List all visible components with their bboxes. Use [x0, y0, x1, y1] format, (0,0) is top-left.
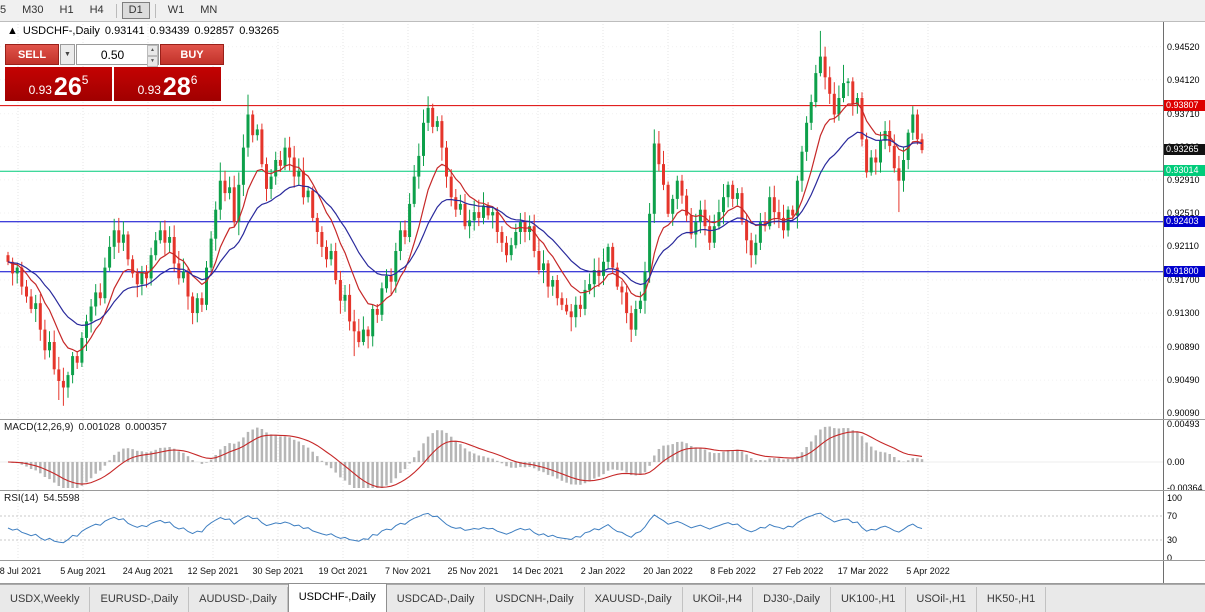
price-axis: 0.945200.941200.937100.933100.929100.925… [1163, 21, 1205, 583]
level-price-badge: 0.93807 [1164, 100, 1205, 111]
rsi-axis-label: 30 [1167, 535, 1178, 545]
symbol-label: USDCHF-,Daily [22, 25, 100, 37]
price-tick-label: 0.92110 [1167, 241, 1199, 251]
timeframe-button-h1[interactable]: H1 [53, 2, 81, 19]
macd-axis-label: 0.00 [1167, 457, 1185, 467]
buy-price-prefix: 0.93 [137, 83, 161, 97]
date-label: 24 Aug 2021 [122, 566, 174, 576]
date-label: 5 Aug 2021 [60, 566, 106, 576]
buy-price-big-digits: 28 [162, 73, 191, 101]
date-label: 25 Nov 2021 [447, 566, 499, 576]
buy-button[interactable]: BUY [160, 44, 224, 65]
open-value: 0.93141 [104, 25, 145, 37]
rsi-header: RSI(14) 54.5598 [4, 493, 85, 504]
level-price-badge: 0.93014 [1164, 165, 1205, 176]
price-tick-label: 0.94520 [1167, 42, 1200, 52]
timeframe-button-w1[interactable]: W1 [161, 2, 192, 19]
buy-price-panel[interactable]: 0.93 28 6 [114, 67, 221, 101]
chart-tab-xauusd-daily[interactable]: XAUUSD-,Daily [585, 587, 683, 612]
date-label: 14 Dec 2021 [512, 566, 564, 576]
price-tick-label: 0.90090 [1167, 408, 1200, 418]
timeframe-button-m30[interactable]: M30 [15, 2, 50, 19]
high-value: 0.93439 [149, 25, 190, 37]
chart-tab-audusd-daily[interactable]: AUDUSD-,Daily [189, 587, 288, 612]
panel-separator [0, 419, 1205, 420]
volume-input[interactable] [76, 44, 159, 65]
price-tick-label: 0.92910 [1167, 175, 1200, 185]
date-label: 2 Jan 2022 [580, 566, 626, 576]
low-value: 0.92857 [194, 25, 235, 37]
sell-price-pipette: 5 [81, 73, 89, 87]
sell-button[interactable]: SELL [5, 44, 59, 65]
chart-tab-bar: USDX,Weekly EURUSD-,Daily AUDUSD-,Daily USD… [0, 583, 1205, 612]
toolbar-separator [115, 3, 117, 18]
volume-presets-dropdown[interactable]: ▼ [60, 44, 75, 65]
date-label: 5 Apr 2022 [906, 566, 950, 576]
toolbar-separator [154, 3, 156, 18]
sell-price-big-digits: 26 [53, 73, 82, 101]
timeframe-button-5[interactable]: 5 [0, 2, 13, 19]
date-label: 18 Jul 2021 [0, 566, 42, 576]
timeframe-button-d1[interactable]: D1 [121, 2, 150, 19]
price-tick-label: 0.90490 [1167, 375, 1200, 385]
symbol-direction-icon: ▲ [7, 25, 18, 37]
chart-tab-uk100-h1[interactable]: UK100-,H1 [831, 587, 907, 612]
level-price-badge: 0.91800 [1164, 266, 1205, 277]
chart-tab-usdchf-daily[interactable]: USDCHF-,Daily [287, 583, 387, 612]
volume-down-button[interactable]: ▼ [147, 56, 158, 67]
date-label: 17 Mar 2022 [837, 566, 889, 576]
panel-separator [0, 560, 1205, 561]
chart-ohlc-header: ▲ USDCHF-,Daily 0.93141 0.93439 0.92857 0.932… [7, 25, 284, 37]
rsi-axis-label: 70 [1167, 511, 1178, 521]
volume-up-button[interactable]: ▲ [147, 45, 158, 56]
macd-indicator-panel[interactable] [0, 420, 1163, 490]
panel-separator [0, 490, 1205, 491]
rsi-value: 54.5598 [43, 493, 80, 504]
price-tick-label: 0.93710 [1167, 109, 1200, 119]
macd-axis-label: 0.00493 [1167, 419, 1200, 429]
date-label: 8 Feb 2022 [710, 566, 756, 576]
sell-price-prefix: 0.93 [28, 83, 52, 97]
date-label: 20 Jan 2022 [643, 566, 693, 576]
chart-tab-usdcad-daily[interactable]: USDCAD-,Daily [387, 587, 486, 612]
macd-axis-label: -0.00364 [1167, 483, 1203, 493]
macd-main-value: 0.001028 [78, 422, 121, 433]
sell-price-panel[interactable]: 0.93 26 5 [5, 67, 112, 101]
buy-price-pipette: 6 [190, 73, 198, 87]
date-label: 12 Sep 2021 [187, 566, 239, 576]
rsi-axis-label: 0 [1167, 553, 1173, 563]
date-label: 7 Nov 2021 [384, 566, 432, 576]
timeframe-toolbar: 5 M30 H1 H4 D1 W1 MN [0, 0, 1205, 22]
date-label: 30 Sep 2021 [252, 566, 304, 576]
date-label: 19 Oct 2021 [318, 566, 368, 576]
timeframe-button-h4[interactable]: H4 [83, 2, 111, 19]
macd-signal-value: 0.000357 [125, 422, 167, 433]
chart-tab-dj30-daily[interactable]: DJ30-,Daily [753, 587, 831, 612]
chart-tab-usdcnh-daily[interactable]: USDCNH-,Daily [485, 587, 585, 612]
chart-tab-usoil-h1[interactable]: USOil-,H1 [906, 587, 977, 612]
price-tick-label: 0.91700 [1167, 275, 1200, 285]
price-tick-label: 0.91300 [1167, 308, 1200, 318]
price-tick-label: 0.92510 [1167, 208, 1200, 218]
chart-tab-hk50-h1[interactable]: HK50-,H1 [977, 587, 1047, 612]
macd-header: MACD(12,26,9) 0.001028 0.000357 [4, 422, 172, 433]
level-price-badge: 0.92403 [1164, 216, 1205, 227]
date-axis: 18 Jul 2021 5 Aug 2021 24 Aug 2021 12 Sep 2… [0, 561, 1163, 583]
current-price-badge: 0.93265 [1164, 144, 1205, 155]
chart-tab-eurusd-daily[interactable]: EURUSD-,Daily [90, 587, 190, 612]
price-tick-label: 0.90890 [1167, 342, 1200, 352]
close-value: 0.93265 [239, 25, 279, 37]
panel-separator [0, 583, 1205, 584]
price-tick-label: 0.94120 [1167, 75, 1200, 85]
rsi-axis-label: 100 [1167, 493, 1183, 503]
chart-tab-usdx-weekly[interactable]: USDX,Weekly [0, 587, 91, 612]
date-label: 27 Feb 2022 [772, 566, 824, 576]
macd-label: MACD(12,26,9) [4, 422, 74, 433]
rsi-indicator-panel[interactable] [0, 491, 1163, 560]
chart-tab-ukoil-h4[interactable]: UKOil-,H4 [683, 587, 754, 612]
rsi-label: RSI(14) [4, 493, 39, 504]
timeframe-button-mn[interactable]: MN [193, 2, 224, 19]
